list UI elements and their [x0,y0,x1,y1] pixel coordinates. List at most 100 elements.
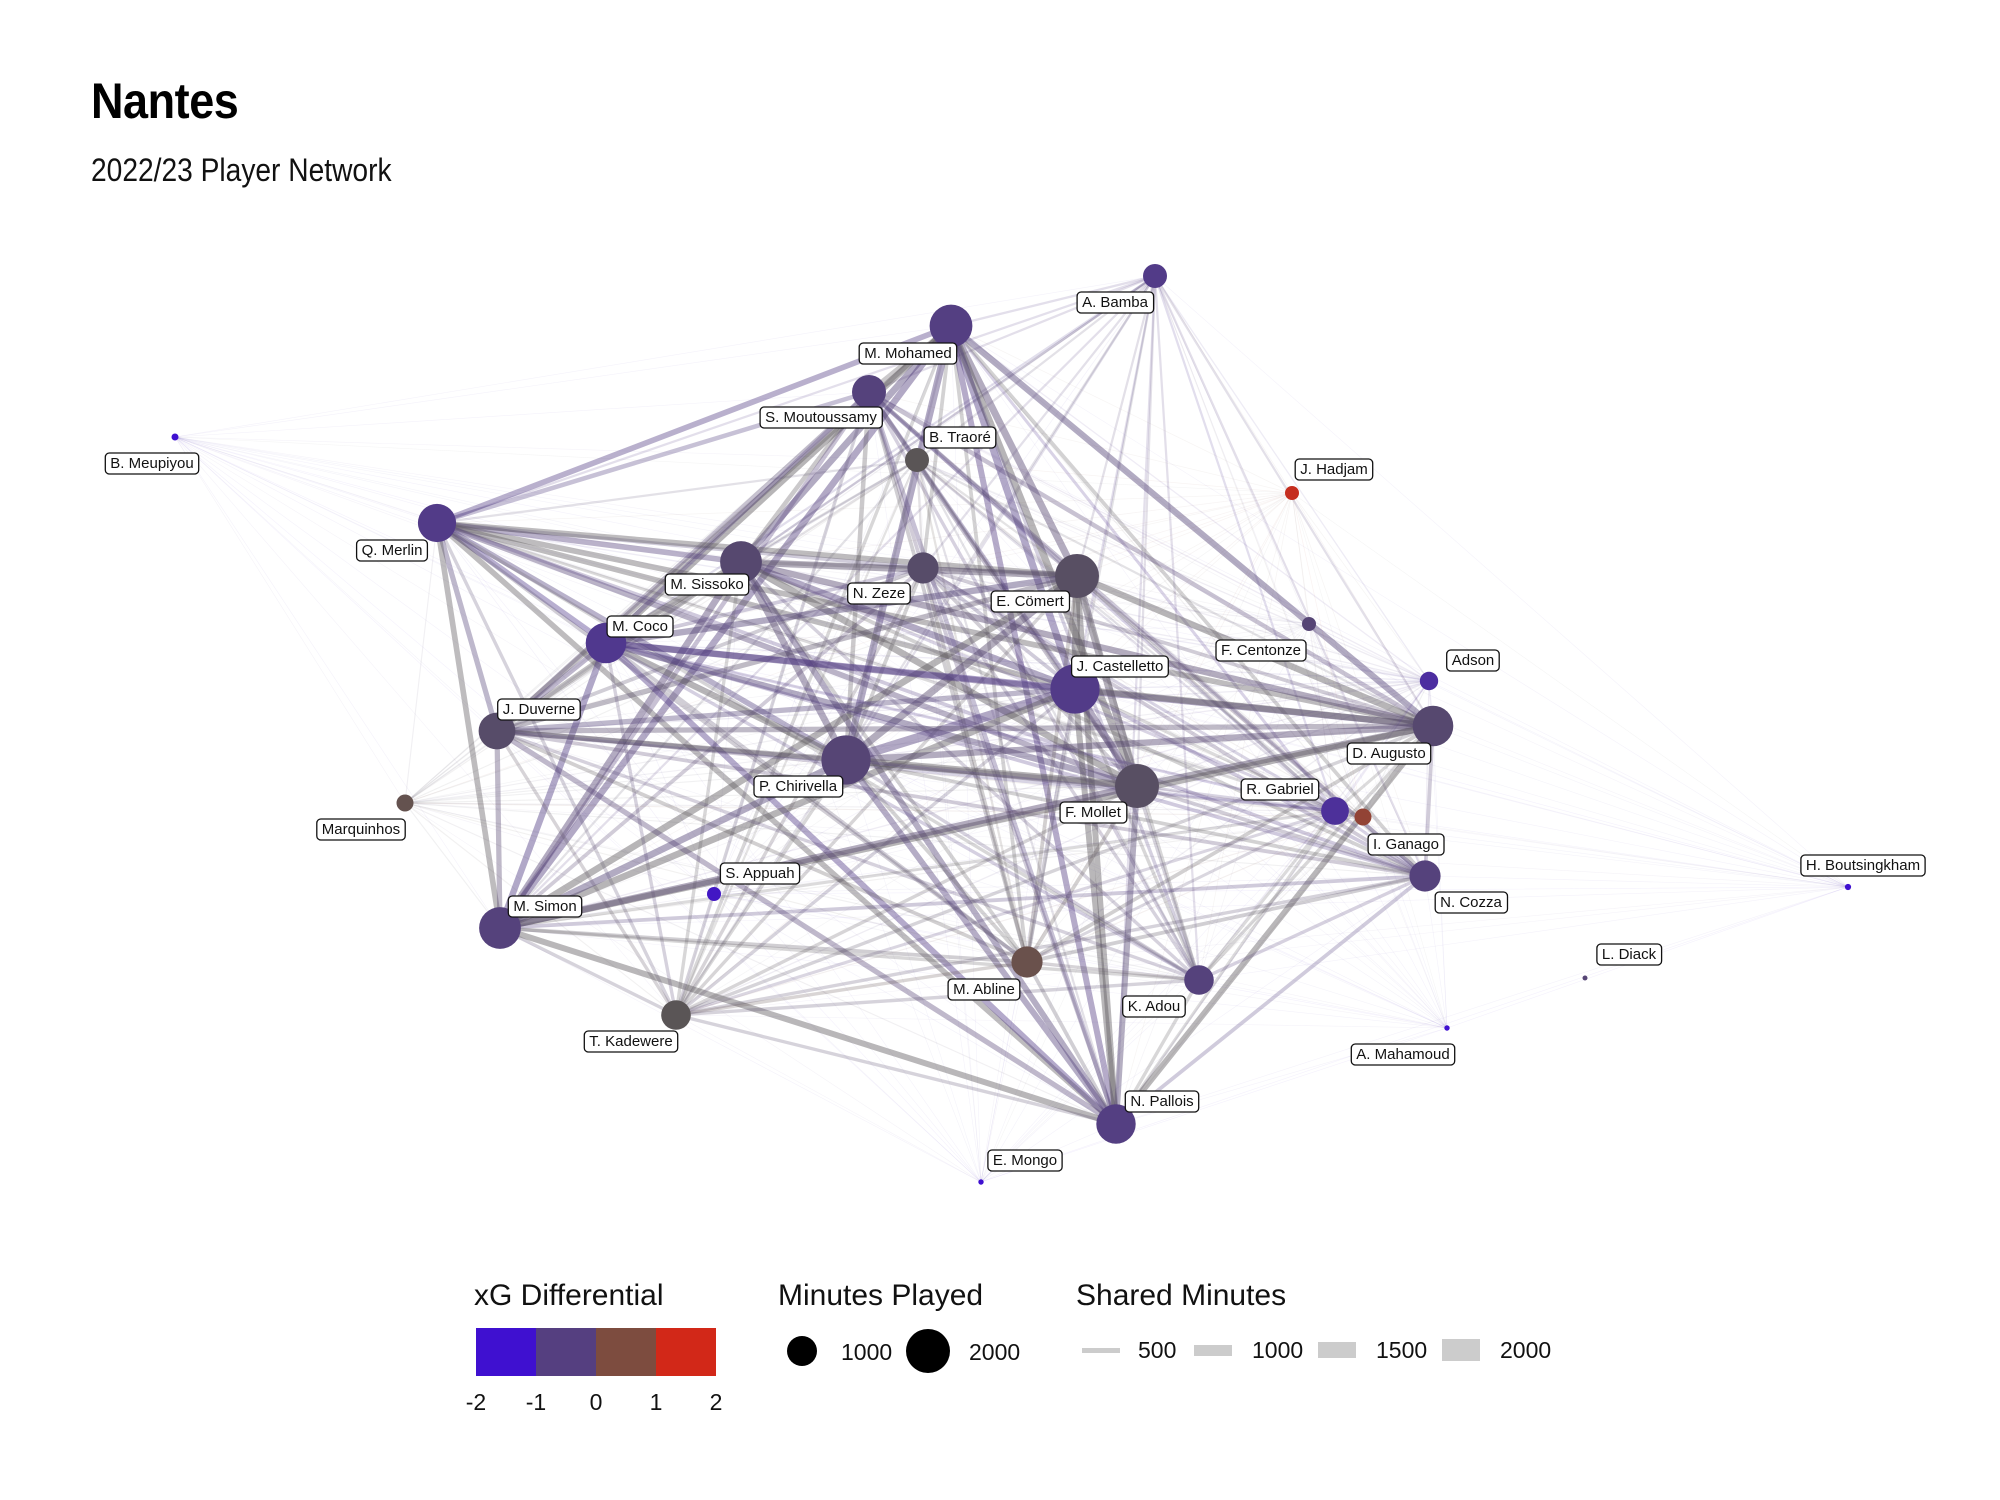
network-edge [404,575,1078,804]
network-edge [404,802,1117,1125]
network-edge [404,802,1336,812]
shared-legend: Shared Minutes 500 1000 1500 2000 [1076,1279,1551,1363]
xg-swatch-4 [656,1328,716,1376]
network-edge [404,492,1293,804]
network-edge [435,521,678,1017]
network-edge [922,567,1430,682]
player-label-text: B. Traoré [929,429,991,446]
network-edge [174,436,406,804]
network-edge [1074,680,1430,690]
xg-legend-title: xG Differential [474,1279,664,1312]
network-edge [713,893,1448,1029]
network-edge [434,520,849,763]
network-edge [1025,274,1157,964]
minutes-legend-label: 2000 [969,1339,1020,1365]
player-node [396,794,414,812]
shared-legend-line-1000 [1194,1345,1232,1356]
network-edge [1025,574,1079,964]
xg-tick-label: 1 [650,1389,663,1415]
network-edge [739,458,919,564]
network-edge [404,802,1200,981]
player-node [1055,554,1099,598]
player-node [1096,1104,1136,1144]
network-edge [498,566,925,930]
network-edge [1308,623,1430,682]
player-label: M. Simon [507,895,583,918]
network-edge [845,759,982,1183]
network-edge [1308,623,1364,818]
network-edge [1291,492,1336,812]
player-label: D. Augusto [1346,742,1432,765]
player-label-box [947,978,1021,1001]
network-edge [435,521,1029,964]
player-label: T. Kadewere [583,1030,679,1053]
shared-legend-label: 1000 [1252,1337,1303,1363]
network-edge [494,728,503,931]
network-edge [498,874,1427,930]
network-edge [435,521,1427,878]
network-edge [434,520,1436,729]
network-edge [845,680,1430,761]
network-edge [1136,492,1293,787]
network-edge [434,520,1078,692]
shared-legend-line-2000 [1442,1339,1480,1361]
network-edge [980,725,1434,1183]
network-edge [921,566,1077,691]
network-edge [495,729,1201,982]
network-edge [496,558,745,932]
network-edge [737,558,1141,790]
network-edge [916,459,1849,888]
network-edge [844,274,1157,762]
network-edge [1074,688,1849,888]
network-edge [713,623,1310,895]
network-edge [1114,809,1337,1126]
network-edge [841,684,1080,765]
network-edge [674,1013,1118,1126]
player-label: A. Mahamoud [1350,1043,1456,1066]
network-edge [921,566,1139,788]
network-edge [674,324,953,1017]
network-edge [713,492,1293,895]
player-label-text: M. Simon [513,898,576,915]
player-label: Q. Merlin [355,539,429,562]
player-label-text: M. Sissoko [670,576,743,593]
minutes-legend-label: 1000 [841,1339,892,1365]
network-edge [868,391,1849,888]
player-label: Adson [1446,649,1500,672]
network-edge [866,389,1119,1127]
network-edge [174,391,870,438]
network-edge [1115,816,1364,1125]
network-edge [1154,275,1364,818]
player-node [478,712,516,750]
network-edge [174,436,742,563]
player-label-text: Marquinhos [322,821,400,838]
player-label-text: E. Mongo [993,1152,1057,1169]
network-edge [494,573,1080,734]
network-edge [867,390,1427,878]
network-edge [174,436,1200,981]
player-label-box [719,862,801,885]
network-edge [674,458,919,1017]
player-node [661,1000,691,1030]
network-edge [739,560,1337,813]
network-edge [404,802,715,895]
network-edge [1308,623,1434,727]
network-edge [739,560,1029,964]
player-label-box [1059,801,1128,824]
network-edge [1308,623,1336,812]
network-edge [605,642,1849,888]
network-edge [844,758,1337,813]
network-edge [1115,492,1293,1125]
network-edge [434,520,1140,789]
network-edge [739,560,1201,982]
network-edge [174,436,1310,625]
chart-subtitle: 2022/23 Player Network [91,152,392,188]
network-edge [842,722,1437,764]
network-edge [1153,274,1435,728]
network-edge [174,436,1117,1125]
player-label-text: D. Augusto [1352,745,1425,762]
network-edge [1115,623,1310,1125]
network-edge [1198,979,1448,1029]
player-node [1412,705,1454,747]
network-edge [602,639,1079,693]
